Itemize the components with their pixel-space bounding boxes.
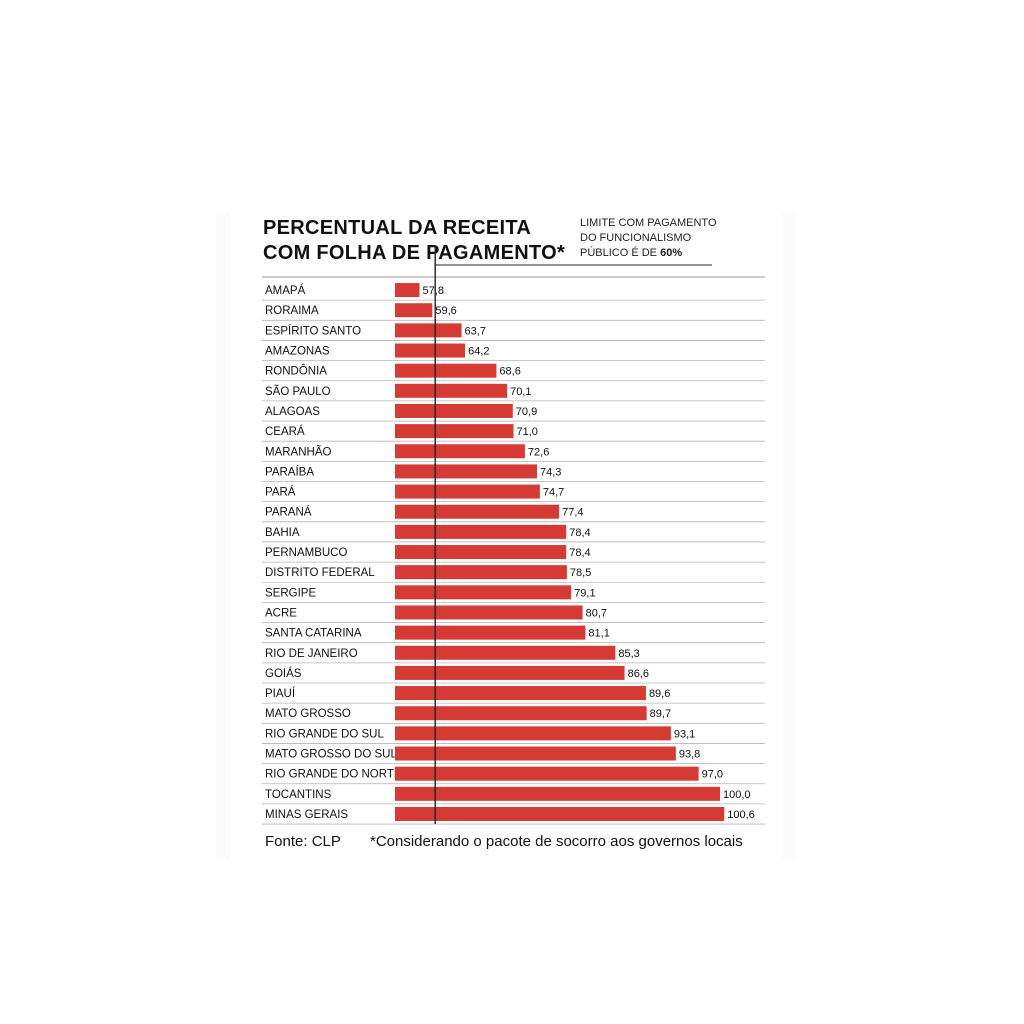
value-label: 100,0	[723, 789, 751, 801]
value-label: 80,7	[586, 607, 607, 619]
category-label: RIO GRANDE DO NORTE	[265, 769, 402, 781]
bar	[395, 283, 420, 298]
bar	[395, 343, 466, 358]
value-label: 77,4	[562, 507, 583, 519]
reference-note-prefix: PÚBLICO É DE	[580, 247, 661, 259]
category-label: ACRE	[265, 607, 297, 619]
value-label: 71,0	[517, 426, 538, 438]
category-label: PIAUÍ	[265, 687, 296, 700]
value-label: 86,6	[628, 668, 649, 680]
category-label: RIO DE JANEIRO	[265, 648, 358, 660]
bar	[395, 806, 725, 821]
value-label: 78,4	[569, 547, 590, 559]
category-label: RONDÔNIA	[265, 365, 327, 378]
bar	[395, 504, 560, 519]
reference-note-line-3: PÚBLICO É DE 60%	[580, 247, 682, 259]
category-label: MINAS GERAIS	[265, 809, 348, 821]
value-label: 79,1	[574, 587, 595, 599]
category-label: SANTA CATARINA	[265, 628, 362, 640]
bar	[395, 464, 538, 479]
category-label: PARAÍBA	[265, 465, 314, 478]
category-label: GOIÁS	[265, 667, 302, 680]
category-label: RIO GRANDE DO SUL	[265, 728, 384, 740]
category-label: ESPÍRITO SANTO	[265, 324, 361, 337]
category-label: DISTRITO FEDERAL	[265, 567, 375, 579]
bar	[395, 323, 462, 338]
bar	[395, 444, 525, 459]
value-label: 63,7	[465, 325, 486, 337]
bar	[395, 746, 676, 761]
value-label: 68,6	[499, 366, 520, 378]
value-label: 89,6	[649, 688, 670, 700]
bar	[395, 686, 646, 701]
bar	[395, 424, 514, 439]
footer-note: *Considerando o pacote de socorro aos go…	[370, 833, 743, 850]
bar	[395, 625, 586, 640]
value-label: 70,9	[516, 406, 537, 418]
value-label: 74,7	[543, 487, 564, 499]
value-label: 78,4	[569, 527, 590, 539]
category-label: RORAIMA	[265, 305, 319, 317]
bar	[395, 545, 567, 560]
footer-source: Fonte: CLP	[265, 833, 341, 850]
category-label: MATO GROSSO	[265, 708, 351, 720]
value-label: 78,5	[570, 567, 591, 579]
value-label: 81,1	[588, 628, 609, 640]
value-label: 72,6	[528, 446, 549, 458]
bar	[395, 605, 583, 620]
chart-title-line-2: COM FOLHA DE PAGAMENTO*	[263, 242, 566, 264]
value-label: 97,0	[702, 769, 723, 781]
bar	[395, 706, 647, 721]
reference-note-line-1: LIMITE COM PAGAMENTO	[580, 217, 717, 229]
bar	[395, 524, 567, 539]
value-label: 59,6	[435, 305, 456, 317]
bar	[395, 303, 433, 318]
bar	[395, 484, 540, 499]
category-label: CEARÁ	[265, 425, 305, 438]
value-label: 85,3	[618, 648, 639, 660]
category-label: AMAPÁ	[265, 284, 306, 297]
bar	[395, 766, 699, 781]
category-label: TOCANTINS	[265, 789, 332, 801]
value-label: 64,2	[468, 346, 489, 358]
bar	[395, 645, 616, 660]
value-label: 70,1	[510, 386, 531, 398]
category-label: ALAGOAS	[265, 406, 320, 418]
category-label: AMAZONAS	[265, 346, 330, 358]
bar	[395, 726, 671, 741]
value-label: 93,1	[674, 728, 695, 740]
value-label: 93,8	[679, 749, 700, 761]
bar	[395, 665, 625, 680]
bar	[395, 585, 572, 600]
reference-note-value: 60%	[660, 247, 683, 259]
category-label: MARANHÃO	[265, 445, 332, 458]
category-label: PERNAMBUCO	[265, 547, 347, 559]
category-label: PARÁ	[265, 486, 296, 499]
bar	[395, 786, 720, 801]
category-label: SERGIPE	[265, 587, 316, 599]
category-label: SÃO PAULO	[265, 385, 331, 398]
bar	[395, 383, 508, 398]
value-label: 57,8	[423, 285, 444, 297]
category-label: BAHIA	[265, 527, 300, 539]
reference-note-line-2: DO FUNCIONALISMO	[580, 232, 692, 244]
bar	[395, 565, 567, 580]
category-label: MATO GROSSO DO SUL	[265, 749, 397, 761]
category-label: PARANÁ	[265, 506, 312, 519]
value-label: 74,3	[540, 466, 561, 478]
bar	[395, 403, 513, 418]
chart-title-line-1: PERCENTUAL DA RECEITA	[263, 217, 532, 239]
bar	[395, 363, 497, 378]
value-label: 100,6	[727, 809, 755, 821]
value-label: 89,7	[650, 708, 671, 720]
